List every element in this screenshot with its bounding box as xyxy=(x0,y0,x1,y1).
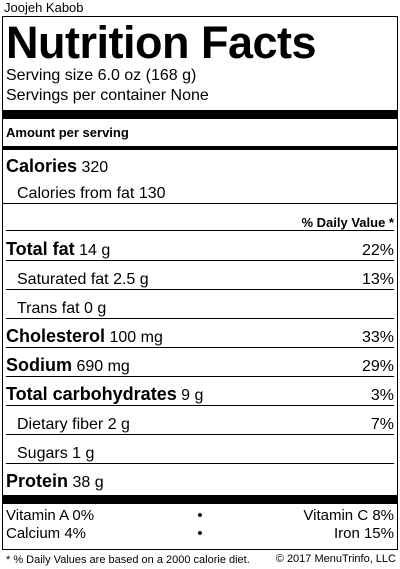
nutrient-dv: 13% xyxy=(361,271,394,288)
vitamin-row: Calcium 4% • Iron 15% xyxy=(6,525,394,543)
nutrient-dv: 33% xyxy=(361,329,394,346)
vitamin-right: Vitamin C 8% xyxy=(303,507,394,524)
nutrient-label: Saturated fat xyxy=(17,271,109,288)
vitamin-row: Vitamin A 0% • Vitamin C 8% xyxy=(6,507,394,525)
calories-value: 320 xyxy=(81,159,109,176)
daily-value-header-row: % Daily Value * xyxy=(6,204,395,230)
nutrient-amount: 2.5 g xyxy=(113,271,149,288)
calories-row: Calories 320 xyxy=(6,150,394,177)
nutrient-row-total-fat: Total fat 14 g 22% xyxy=(6,230,394,260)
nutrient-dv: 29% xyxy=(361,358,394,375)
nutrient-amount: 690 mg xyxy=(76,358,130,375)
nutrient-row-protein: Protein 38 g xyxy=(6,463,394,492)
nutrient-amount: 2 g xyxy=(107,416,130,433)
bullet-separator: • xyxy=(197,525,203,542)
calories-from-fat-row: Calories from fat 130 xyxy=(6,177,394,203)
nutrient-row-trans-fat: Trans fat 0 g xyxy=(6,289,394,318)
vitamins-section: Vitamin A 0% • Vitamin C 8% Calcium 4% •… xyxy=(6,504,394,543)
nutrition-facts-label: Nutrition Facts Serving size 6.0 oz (168… xyxy=(2,16,398,566)
vitamin-left: Calcium 4% xyxy=(6,525,87,542)
nutrient-label: Cholesterol xyxy=(6,326,106,346)
nutrient-amount: 9 g xyxy=(181,387,204,404)
serving-size: Serving size 6.0 oz (168 g) xyxy=(6,67,197,84)
medium-divider xyxy=(3,146,397,150)
calories-from-fat: Calories from fat 130 xyxy=(17,185,166,202)
servings-per-container: Servings per container None xyxy=(6,87,209,104)
thick-divider xyxy=(3,110,397,119)
nutrient-dv: 7% xyxy=(370,416,394,433)
nutrient-label: Trans fat xyxy=(17,300,80,317)
nutrient-label: Total carbohydrates xyxy=(6,384,177,404)
vitamin-left: Vitamin A 0% xyxy=(6,507,95,524)
amount-per-serving: Amount per serving xyxy=(6,125,129,140)
nutrient-amount: 14 g xyxy=(79,242,111,259)
nutrient-row-saturated-fat: Saturated fat 2.5 g 13% xyxy=(6,260,394,289)
copyright: © 2017 MenuTrinfo, LLC xyxy=(275,553,396,565)
thin-divider xyxy=(3,203,397,204)
daily-value-header: % Daily Value * xyxy=(301,215,395,230)
nutrient-amount: 100 mg xyxy=(109,329,163,346)
nutrient-label: Total fat xyxy=(6,239,75,259)
bullet-separator: • xyxy=(197,507,203,524)
thick-divider xyxy=(3,495,397,504)
nutrient-row-sodium: Sodium 690 mg 29% xyxy=(6,347,394,376)
footnote: * % Daily Values are based on a 2000 cal… xyxy=(6,554,250,566)
calories-label: Calories xyxy=(6,156,78,176)
nutrition-facts-title: Nutrition Facts xyxy=(6,17,317,68)
nutrient-row-sugars: Sugars 1 g xyxy=(6,434,394,463)
nutrient-row-cholesterol: Cholesterol 100 mg 33% xyxy=(6,318,394,347)
nutrient-dv: 22% xyxy=(361,242,394,259)
nutrient-amount: 0 g xyxy=(84,300,107,317)
vitamin-right: Iron 15% xyxy=(333,525,394,542)
nutrient-label: Sodium xyxy=(6,355,72,375)
thin-divider xyxy=(3,549,397,550)
nutrient-amount: 38 g xyxy=(72,474,104,491)
nutrient-label: Dietary fiber xyxy=(17,416,104,433)
nutrient-label: Protein xyxy=(6,471,69,491)
nutrient-dv: 3% xyxy=(370,387,394,404)
nutrient-label: Sugars xyxy=(17,445,68,462)
nutrient-row-total-carbohydrates: Total carbohydrates 9 g 3% xyxy=(6,376,394,405)
nutrient-row-dietary-fiber: Dietary fiber 2 g 7% xyxy=(6,405,394,434)
nutrient-amount: 1 g xyxy=(72,445,95,462)
item-title: Joojeh Kabob xyxy=(4,0,84,15)
